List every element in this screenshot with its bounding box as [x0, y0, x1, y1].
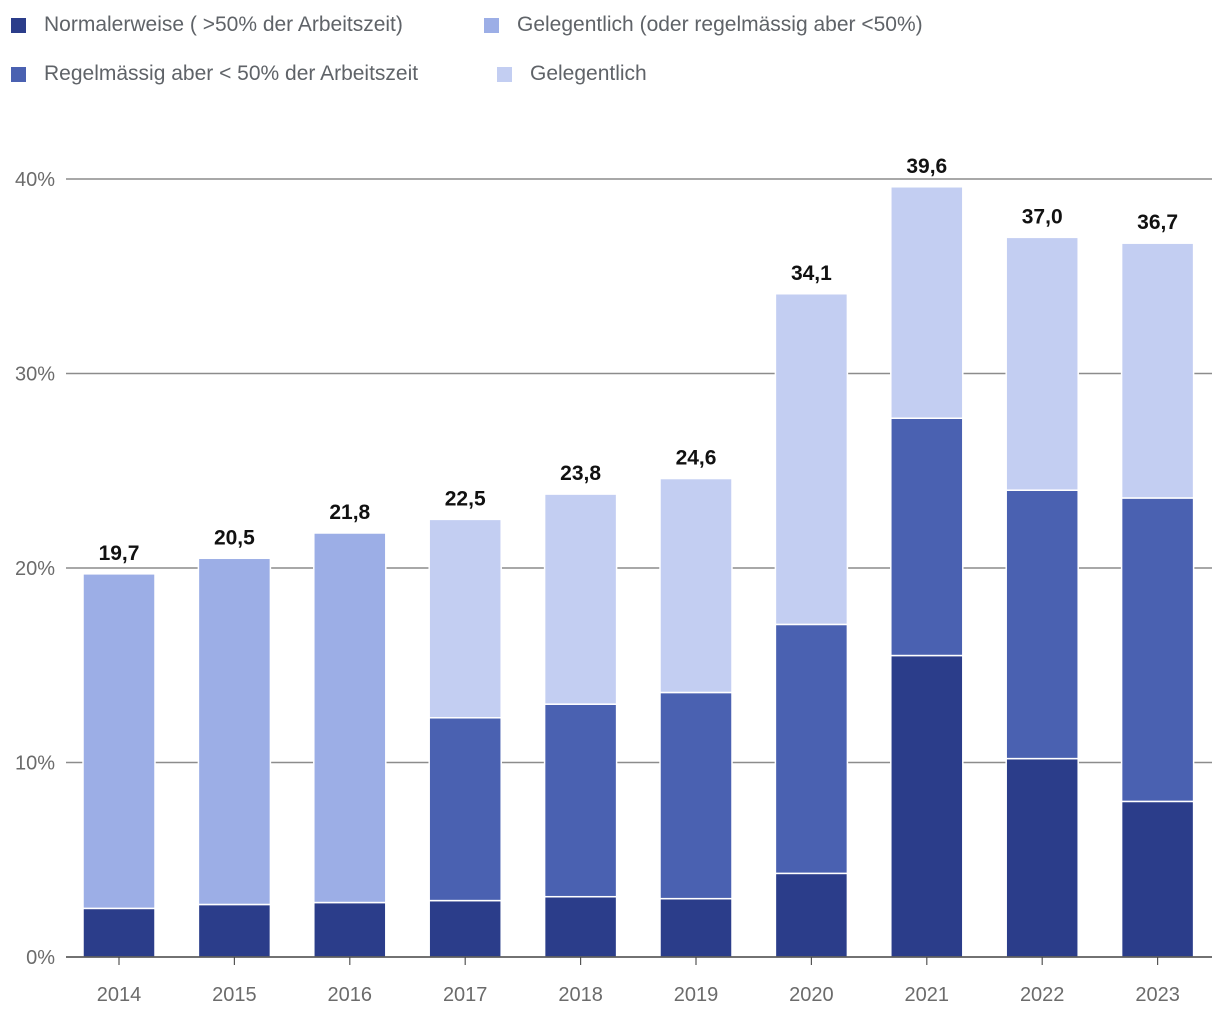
- x-tick-label-2018: 2018: [558, 984, 603, 1006]
- total-label-2023: 36,7: [1137, 211, 1178, 234]
- legend-label-gelegentlich: Gelegentlich: [530, 62, 647, 85]
- y-tick-label-20: 20%: [15, 558, 55, 580]
- legend-swatch-gelegentlich-oder: [484, 17, 499, 33]
- bar-2023-series-3: [1120, 242, 1195, 499]
- legend-swatch-gelegentlich: [497, 66, 512, 82]
- axes: [66, 956, 1212, 965]
- total-label-2017: 22,5: [445, 487, 486, 510]
- legend-label-regelmaessig: Regelmässig aber < 50% der Arbeitszeit: [44, 62, 419, 85]
- bar-2017-series-0: [428, 899, 502, 958]
- y-tick-label-0: 0%: [26, 947, 55, 969]
- legend-item-normalerweise: Normalerweise ( >50% der Arbeitszeit): [11, 12, 403, 38]
- total-label-2022: 37,0: [1022, 205, 1063, 228]
- x-tick-label-2017: 2017: [443, 984, 488, 1006]
- chart-legend: Normalerweise ( >50% der Arbeitszeit) Ge…: [0, 0, 1220, 110]
- legend-item-gelegentlich: Gelegentlich: [497, 61, 647, 87]
- y-tick-label-30: 30%: [15, 364, 55, 386]
- bar-2017-series-1: [428, 717, 502, 902]
- x-tick-label-2023: 2023: [1135, 984, 1180, 1006]
- legend-item-regelmaessig: Regelmässig aber < 50% der Arbeitszeit: [11, 61, 418, 87]
- x-tick-label-2015: 2015: [212, 984, 257, 1006]
- bar-2017-series-3: [428, 518, 502, 719]
- bar-2023-series-0: [1120, 800, 1195, 958]
- total-label-2021: 39,6: [906, 155, 947, 178]
- legend-item-gelegentlich-oder: Gelegentlich (oder regelmässig aber <50%…: [484, 12, 923, 38]
- legend-swatch-normalerweise: [11, 17, 26, 33]
- bar-2016-series-0: [313, 901, 387, 958]
- bar-2018-series-3: [543, 493, 618, 705]
- x-tick-label-2020: 2020: [789, 984, 834, 1006]
- total-label-2019: 24,6: [676, 447, 717, 470]
- bar-2020-series-1: [774, 623, 849, 875]
- bar-2018-series-1: [543, 703, 618, 898]
- bar-2019-series-0: [659, 897, 733, 958]
- bar-2022-series-1: [1005, 489, 1079, 760]
- bar-2014-series-2: [82, 573, 156, 910]
- bar-2022-series-0: [1005, 757, 1079, 958]
- bar-2014-series-0: [82, 907, 156, 958]
- labels: 0% 10% 20% 30% 40% 19,7 2014 20,5 2015 21,8 2016 22…: [15, 155, 1180, 1006]
- total-label-2020: 34,1: [791, 262, 832, 285]
- bar-2020-series-3: [774, 293, 849, 626]
- bar-2015-series-0: [197, 903, 272, 958]
- bar-2015-series-2: [197, 557, 272, 906]
- bar-2019-series-1: [659, 691, 733, 900]
- bars: [82, 186, 1195, 958]
- legend-label-gelegentlich-oder: Gelegentlich (oder regelmässig aber <50%…: [517, 13, 923, 36]
- bar-2021-series-0: [890, 654, 964, 958]
- x-tick-label-2019: 2019: [674, 984, 719, 1006]
- bar-2018-series-0: [543, 895, 618, 958]
- bar-2023-series-1: [1120, 497, 1195, 803]
- total-label-2018: 23,8: [560, 462, 601, 485]
- x-tick-label-2021: 2021: [905, 984, 950, 1006]
- x-tick-label-2022: 2022: [1020, 984, 1065, 1006]
- bar-2019-series-3: [659, 477, 733, 694]
- bar-2022-series-3: [1005, 236, 1079, 491]
- y-tick-label-10: 10%: [15, 753, 55, 775]
- bar-2020-series-0: [774, 872, 849, 958]
- total-label-2014: 19,7: [99, 542, 140, 565]
- bar-2016-series-2: [313, 532, 387, 904]
- total-label-2016: 21,8: [329, 501, 370, 524]
- bar-2021-series-3: [890, 186, 964, 419]
- y-tick-label-40: 40%: [15, 169, 55, 191]
- total-label-2015: 20,5: [214, 526, 255, 549]
- legend-label-normalerweise: Normalerweise ( >50% der Arbeitszeit): [44, 13, 403, 36]
- legend-swatch-regelmaessig: [11, 66, 26, 82]
- x-tick-label-2016: 2016: [328, 984, 373, 1006]
- bar-2021-series-1: [890, 417, 964, 657]
- x-tick-label-2014: 2014: [97, 984, 142, 1006]
